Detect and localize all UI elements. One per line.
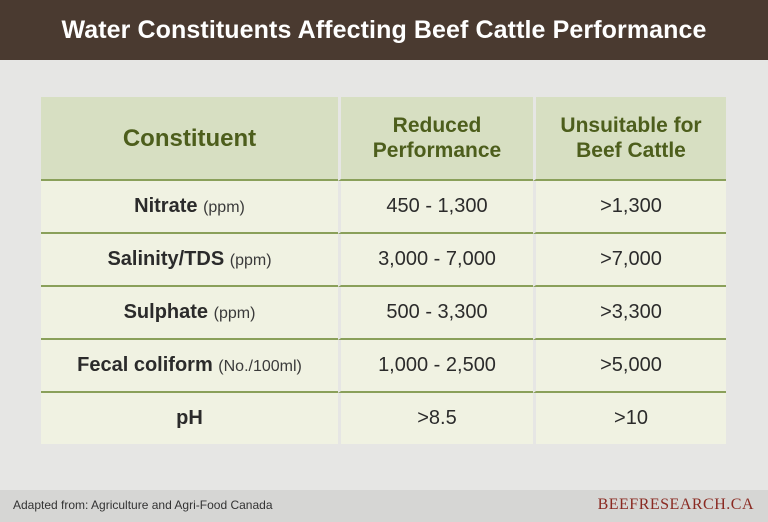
header-reduced-performance-label: Reduced Performance (372, 114, 502, 162)
constituent-name: pH (176, 407, 203, 429)
table-row: pH >8.5 >10 (41, 393, 726, 444)
reduced-performance-cell: 3,000 - 7,000 (338, 234, 533, 287)
header-unsuitable-label: Unsuitable for Beef Cattle (560, 114, 702, 162)
constituent-cell: pH (41, 393, 338, 444)
header-reduced-performance: Reduced Performance (338, 97, 533, 181)
header-constituent: Constituent (41, 97, 338, 181)
table-row: Fecal coliform (No./100ml) 1,000 - 2,500… (41, 340, 726, 393)
constituent-cell: Salinity/TDS (ppm) (41, 234, 338, 287)
constituent-unit: (ppm) (213, 305, 256, 322)
constituent-unit: (ppm) (229, 252, 272, 269)
constituent-unit: (No./100ml) (218, 358, 302, 375)
constituent-name: Sulphate (123, 301, 209, 323)
constituents-table: Constituent Reduced Performance Unsuitab… (41, 97, 726, 444)
unsuitable-cell: >1,300 (533, 181, 726, 234)
constituent-unit: (ppm) (203, 199, 245, 216)
constituent-cell: Nitrate (ppm) (41, 181, 338, 234)
unsuitable-cell: >5,000 (533, 340, 726, 393)
table-row: Salinity/TDS (ppm) 3,000 - 7,000 >7,000 (41, 234, 726, 287)
brand-link[interactable]: BEEFRESEARCH.CA (597, 496, 754, 513)
constituent-name: Fecal coliform (77, 354, 213, 376)
reduced-performance-cell: 450 - 1,300 (338, 181, 533, 234)
constituent-name: Salinity/TDS (107, 248, 225, 270)
source-note: Adapted from: Agriculture and Agri-Food … (13, 498, 273, 512)
title-bar: Water Constituents Affecting Beef Cattle… (0, 0, 768, 60)
reduced-performance-cell: 500 - 3,300 (338, 287, 533, 340)
table-row: Sulphate (ppm) 500 - 3,300 >3,300 (41, 287, 726, 340)
unsuitable-cell: >3,300 (533, 287, 726, 340)
header-unsuitable: Unsuitable for Beef Cattle (533, 97, 726, 181)
constituent-name: Nitrate (134, 195, 198, 217)
reduced-performance-cell: >8.5 (338, 393, 533, 444)
footer-bar: Adapted from: Agriculture and Agri-Food … (0, 490, 768, 522)
unsuitable-cell: >10 (533, 393, 726, 444)
constituent-cell: Sulphate (ppm) (41, 287, 338, 340)
page-title: Water Constituents Affecting Beef Cattle… (61, 15, 707, 44)
constituent-cell: Fecal coliform (No./100ml) (41, 340, 338, 393)
table-row: Nitrate (ppm) 450 - 1,300 >1,300 (41, 181, 726, 234)
table-header-row: Constituent Reduced Performance Unsuitab… (41, 97, 726, 181)
unsuitable-cell: >7,000 (533, 234, 726, 287)
constituents-table-container: Constituent Reduced Performance Unsuitab… (41, 97, 726, 444)
reduced-performance-cell: 1,000 - 2,500 (338, 340, 533, 393)
